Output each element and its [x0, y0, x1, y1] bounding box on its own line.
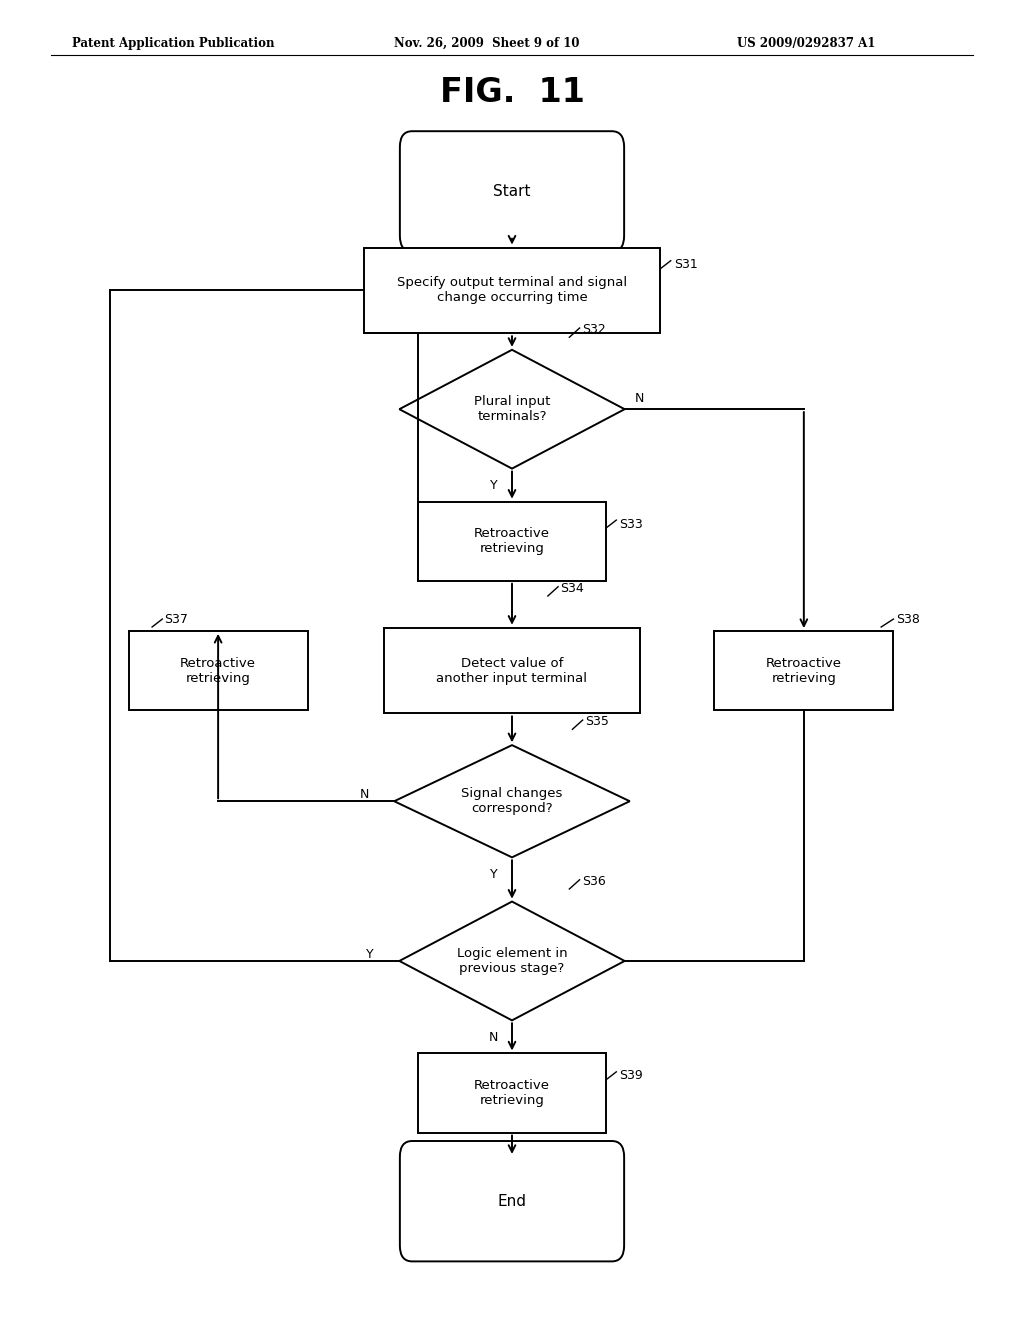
- Text: S33: S33: [620, 517, 643, 531]
- Text: S32: S32: [582, 323, 605, 335]
- FancyBboxPatch shape: [399, 131, 624, 252]
- Text: Detect value of
another input terminal: Detect value of another input terminal: [436, 656, 588, 685]
- Text: S37: S37: [164, 612, 188, 626]
- Text: S34: S34: [560, 582, 584, 594]
- Polygon shape: [399, 902, 625, 1020]
- Bar: [715, 631, 893, 710]
- Polygon shape: [394, 744, 630, 858]
- Text: Retroactive
retrieving: Retroactive retrieving: [180, 656, 256, 685]
- Text: Y: Y: [489, 869, 498, 880]
- Bar: [418, 1053, 606, 1133]
- Text: Patent Application Publication: Patent Application Publication: [72, 37, 274, 50]
- Text: Specify output terminal and signal
change occurring time: Specify output terminal and signal chang…: [397, 276, 627, 305]
- Polygon shape: [399, 350, 625, 469]
- Text: S38: S38: [897, 612, 921, 626]
- Text: S35: S35: [585, 715, 608, 727]
- Text: N: N: [635, 392, 644, 405]
- Text: Y: Y: [489, 479, 498, 492]
- Text: S36: S36: [582, 875, 605, 887]
- Bar: [384, 627, 640, 713]
- Text: Y: Y: [367, 948, 374, 961]
- Text: N: N: [488, 1031, 499, 1044]
- Bar: [129, 631, 307, 710]
- Text: N: N: [359, 788, 369, 801]
- Text: S31: S31: [674, 259, 697, 271]
- FancyBboxPatch shape: [399, 1140, 624, 1262]
- Text: End: End: [498, 1193, 526, 1209]
- Text: US 2009/0292837 A1: US 2009/0292837 A1: [737, 37, 876, 50]
- Text: Nov. 26, 2009  Sheet 9 of 10: Nov. 26, 2009 Sheet 9 of 10: [394, 37, 580, 50]
- Text: Retroactive
retrieving: Retroactive retrieving: [474, 527, 550, 556]
- Text: S39: S39: [620, 1069, 643, 1082]
- Bar: [364, 248, 660, 333]
- Text: Start: Start: [494, 183, 530, 199]
- Text: Logic element in
previous stage?: Logic element in previous stage?: [457, 946, 567, 975]
- Text: Signal changes
correspond?: Signal changes correspond?: [462, 787, 562, 816]
- Text: FIG.  11: FIG. 11: [439, 75, 585, 108]
- Bar: [418, 502, 606, 581]
- Text: Retroactive
retrieving: Retroactive retrieving: [766, 656, 842, 685]
- Text: Plural input
terminals?: Plural input terminals?: [474, 395, 550, 424]
- Text: Retroactive
retrieving: Retroactive retrieving: [474, 1078, 550, 1107]
